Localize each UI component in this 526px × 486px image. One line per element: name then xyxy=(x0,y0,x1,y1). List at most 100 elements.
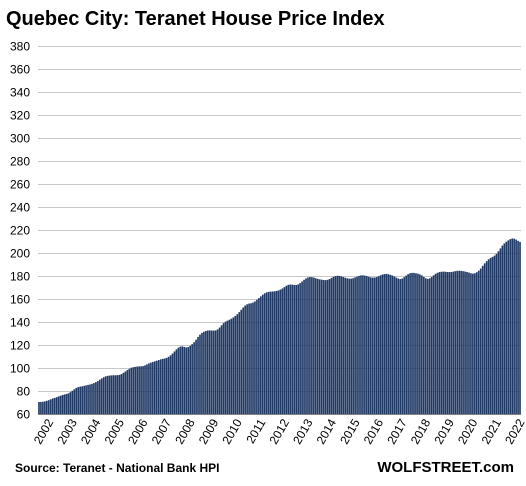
y-tick-label: 260 xyxy=(10,178,30,192)
bar xyxy=(413,272,415,414)
bar xyxy=(67,393,70,414)
x-tick-label: 2014 xyxy=(314,416,340,446)
x-tick-label: 2009 xyxy=(196,416,222,446)
bar xyxy=(399,279,402,414)
y-tick-labels: 60 80 100 120 140 160 180 200 220 240 260 280 300 320… xyxy=(10,40,30,422)
bar xyxy=(140,366,142,414)
bar xyxy=(171,353,174,414)
bar xyxy=(250,303,252,414)
bar xyxy=(185,347,188,414)
bar xyxy=(191,344,193,414)
bar xyxy=(283,287,286,414)
bar xyxy=(242,307,245,414)
x-tick-label: 2016 xyxy=(361,416,387,446)
bar xyxy=(95,382,97,414)
bar xyxy=(108,375,111,414)
bar xyxy=(387,274,390,414)
bar xyxy=(175,349,178,414)
bar xyxy=(55,397,58,414)
bar xyxy=(446,271,449,414)
bar xyxy=(110,375,113,414)
bar xyxy=(218,327,221,414)
bar xyxy=(426,278,429,415)
bar xyxy=(330,277,333,414)
bar xyxy=(350,278,352,414)
bar xyxy=(130,367,133,414)
bar xyxy=(173,351,176,414)
source-note: Source: Teranet - National Bank HPI xyxy=(15,461,220,475)
bar xyxy=(348,278,351,414)
bar xyxy=(256,299,258,414)
bar xyxy=(444,271,447,414)
bar xyxy=(407,274,409,414)
bar xyxy=(456,270,459,414)
bar xyxy=(69,392,72,414)
bar xyxy=(442,271,445,414)
bar xyxy=(311,277,313,414)
x-tick-label: 2011 xyxy=(243,416,268,446)
bar xyxy=(495,253,498,414)
bar xyxy=(405,275,407,414)
bar xyxy=(483,263,486,414)
bar xyxy=(428,278,431,414)
bar xyxy=(61,395,64,414)
bar xyxy=(165,357,168,414)
bar xyxy=(81,386,84,414)
bar xyxy=(424,278,427,414)
bar xyxy=(491,256,494,414)
bar xyxy=(513,238,515,415)
x-tick-label: 2003 xyxy=(54,416,80,446)
y-tick-label: 380 xyxy=(10,40,30,54)
bar xyxy=(177,347,180,414)
bar xyxy=(201,332,203,414)
bar xyxy=(40,401,42,414)
bar xyxy=(287,284,290,414)
x-tick-label: 2010 xyxy=(219,416,245,446)
bar xyxy=(126,370,129,414)
bar xyxy=(324,280,327,414)
bar xyxy=(511,238,513,414)
bar xyxy=(422,276,425,414)
bar xyxy=(501,245,504,414)
bar xyxy=(193,342,195,414)
bar xyxy=(481,265,484,414)
y-tick-label: 340 xyxy=(10,86,30,100)
bar xyxy=(106,375,109,414)
bar xyxy=(261,294,264,414)
bar xyxy=(159,359,162,415)
bar xyxy=(519,241,521,414)
bar xyxy=(320,279,323,414)
bar xyxy=(97,381,99,414)
bar xyxy=(205,330,207,414)
bar xyxy=(220,325,223,414)
bar xyxy=(328,278,331,414)
bar xyxy=(275,290,278,414)
bar xyxy=(430,276,433,414)
bar xyxy=(197,336,199,414)
bar xyxy=(505,241,508,414)
bar xyxy=(411,272,413,414)
y-tick-label: 360 xyxy=(10,63,30,77)
bar xyxy=(358,275,360,414)
bar xyxy=(381,274,384,414)
bar xyxy=(346,278,349,414)
bar xyxy=(344,277,347,414)
bar xyxy=(199,334,201,414)
bar xyxy=(93,383,95,414)
bar xyxy=(210,330,213,414)
bar xyxy=(332,276,335,414)
bar xyxy=(122,372,125,414)
bar xyxy=(464,271,466,414)
bar xyxy=(87,384,89,414)
bar xyxy=(371,277,374,414)
y-tick-label: 240 xyxy=(10,201,30,215)
x-tick-label: 2006 xyxy=(125,416,151,446)
bar xyxy=(395,277,398,414)
bar xyxy=(142,366,144,414)
bar xyxy=(269,291,272,414)
bar xyxy=(183,346,186,414)
bar xyxy=(46,400,48,414)
bar xyxy=(85,385,87,414)
x-tick-label: 2020 xyxy=(455,416,481,446)
